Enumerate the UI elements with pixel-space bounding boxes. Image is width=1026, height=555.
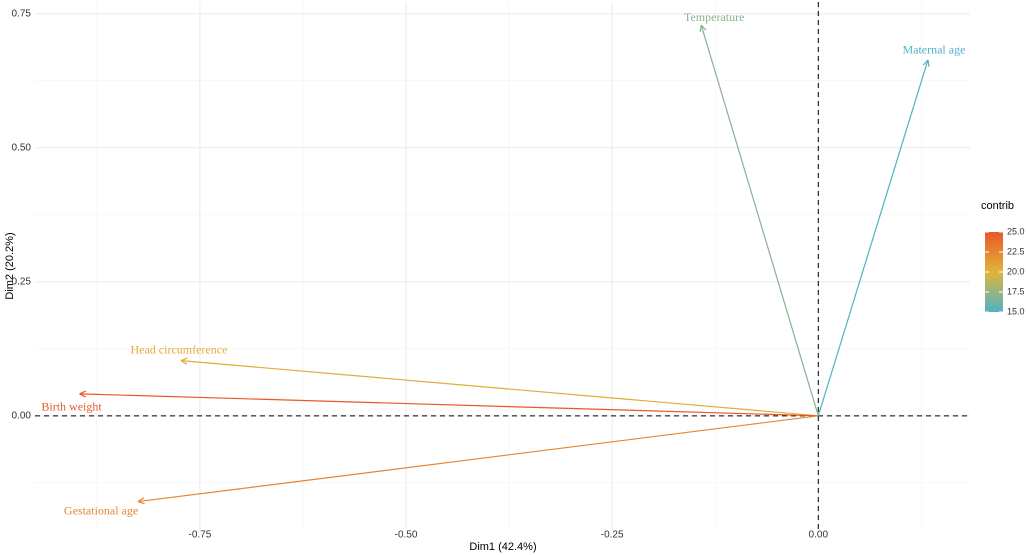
- y-axis-title: Dim2 (20.2%): [4, 232, 16, 299]
- arrow: [137, 415, 819, 503]
- variable-label: Gestational age: [64, 503, 138, 517]
- arrow: [700, 24, 819, 416]
- arrow-head: [700, 24, 707, 31]
- variable-label: Temperature: [684, 10, 744, 24]
- arrow-head: [927, 59, 930, 67]
- arrow-head: [137, 497, 145, 503]
- arrow: [79, 393, 819, 417]
- legend-tick-label: 25.0: [1007, 226, 1025, 236]
- arrow-head: [180, 360, 188, 365]
- legend-tick-label: 22.5: [1007, 246, 1025, 256]
- x-tick-label: -0.25: [601, 530, 624, 541]
- arrow-head: [180, 357, 188, 362]
- variable-label: Maternal age: [902, 43, 965, 57]
- arrow-head: [922, 59, 929, 66]
- legend-tick-label: 17.5: [1007, 286, 1025, 296]
- arrow-head: [137, 501, 145, 505]
- arrow-head: [79, 393, 87, 398]
- legend-tick-label: 15.0: [1007, 306, 1025, 316]
- y-tick-label: 0.00: [12, 410, 32, 421]
- x-tick-label: -0.50: [395, 530, 418, 541]
- legend-title: contrib: [981, 200, 1014, 212]
- variable-label: Head circumference: [130, 342, 227, 356]
- y-tick-label: 0.75: [12, 8, 32, 19]
- x-axis-title: Dim1 (42.4%): [469, 541, 536, 553]
- variable-label: Birth weight: [41, 400, 102, 414]
- arrow: [817, 59, 929, 417]
- x-tick-label: 0.00: [809, 530, 829, 541]
- arrow: [180, 360, 819, 417]
- legend-tick-label: 20.0: [1007, 266, 1025, 276]
- arrow-head: [79, 390, 87, 395]
- y-tick-label: 0.25: [12, 276, 32, 287]
- y-tick-label: 0.50: [12, 142, 32, 153]
- x-tick-label: -0.75: [189, 530, 212, 541]
- arrow-head: [699, 24, 702, 33]
- colorbar: [985, 232, 1003, 312]
